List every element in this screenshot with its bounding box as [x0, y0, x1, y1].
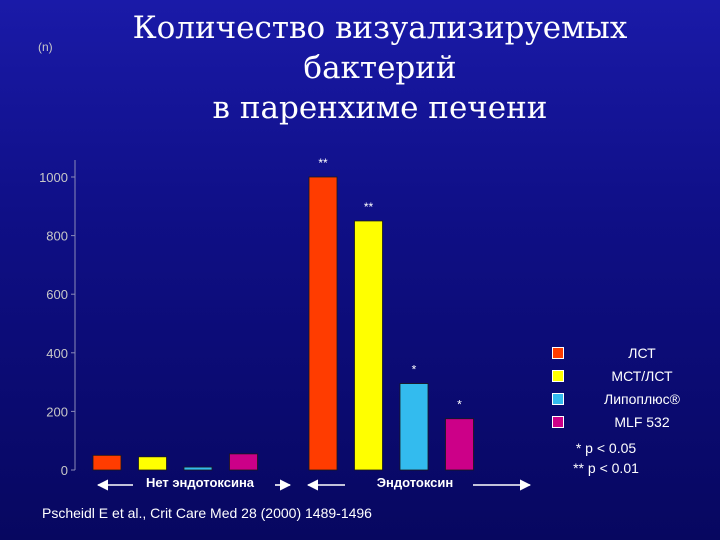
- group-label: Эндотоксин: [377, 475, 454, 490]
- legend-item: ЛСТ: [552, 343, 712, 363]
- significance-markers: ******: [318, 156, 462, 412]
- bar-4-group-1: [229, 453, 258, 471]
- significance-notes: * p < 0.05 ** p < 0.01: [546, 438, 666, 478]
- y-tick-label: 400: [46, 346, 68, 361]
- legend-item: МСТ/ЛСТ: [552, 366, 712, 386]
- y-tick-label: 0: [61, 463, 68, 478]
- bar-1-group-1: [92, 454, 122, 471]
- legend-label: ЛСТ: [628, 345, 656, 361]
- y-tick-label: 600: [46, 287, 68, 302]
- bar-2-group-2: [354, 220, 383, 471]
- legend-swatch: [552, 370, 564, 382]
- legend-swatch: [552, 393, 564, 405]
- title-line-2: в паренхиме печени: [212, 90, 548, 126]
- y-tick-label: 1000: [39, 170, 68, 185]
- bar-3-group-2: [399, 383, 429, 471]
- slide-title: Количество визуализируемых бактерий в па…: [80, 8, 680, 128]
- bar-1-group-2: [308, 176, 338, 471]
- legend-swatch: [552, 347, 564, 359]
- bars: [92, 176, 474, 471]
- group-label: Нет эндотоксина: [146, 475, 255, 490]
- bar-4-group-2: [445, 418, 474, 471]
- legend: ЛСТ МСТ/ЛСТ Липоплюс® MLF 532: [552, 343, 712, 435]
- legend-label: Липоплюс®: [604, 391, 680, 407]
- significance-note: ** p < 0.01: [573, 460, 639, 476]
- group-labels: Нет эндотоксина Эндотоксин: [96, 475, 532, 491]
- bar-2-group-1: [138, 456, 167, 471]
- legend-label: MLF 532: [614, 414, 670, 430]
- legend-swatch: [552, 416, 564, 428]
- y-axis: 0 200 400 600 800 1000: [39, 160, 76, 478]
- significance-marker: *: [412, 363, 417, 377]
- legend-item: MLF 532: [552, 412, 712, 432]
- title-line-1: Количество визуализируемых бактерий: [132, 10, 628, 86]
- significance-marker: *: [457, 398, 462, 412]
- significance-marker: **: [318, 156, 328, 170]
- y-tick-label: 200: [46, 404, 68, 419]
- significance-note: * p < 0.05: [575, 440, 637, 456]
- significance-marker: **: [364, 200, 374, 214]
- legend-item: Липоплюс®: [552, 389, 712, 409]
- y-unit-label: (n): [38, 40, 53, 54]
- source-citation: Pscheidl E et al., Crit Care Med 28 (200…: [42, 505, 372, 521]
- y-tick-label: 800: [46, 229, 68, 244]
- bar-3-group-1: [183, 466, 213, 471]
- legend-label: МСТ/ЛСТ: [611, 368, 673, 384]
